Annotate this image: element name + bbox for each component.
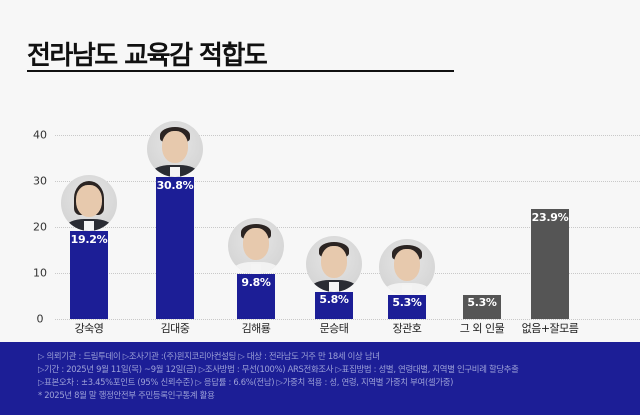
x-axis-category-label: 장관호 [392, 322, 422, 335]
face-shape [162, 131, 188, 164]
y-axis-tick-label: 0 [36, 312, 44, 326]
y-axis-tick-label: 30 [33, 174, 47, 188]
face-shape [321, 246, 347, 279]
gridline [55, 181, 640, 182]
collar-shape [84, 220, 94, 231]
bar-value-label: 5.8% [319, 293, 349, 307]
bar-value-label: 9.8% [241, 275, 271, 289]
bar: 23.9% [531, 209, 569, 319]
face-shape [76, 184, 102, 217]
gridline [55, 227, 640, 228]
gridline [55, 319, 640, 320]
bar-chart: 0 10 20 30 40 19.2% 강숙영 30.8% 김대중 9.8% 김해룡 5.8% 문승태 5… [33, 121, 640, 335]
x-axis-category-label: 없음+잘모름 [521, 322, 579, 335]
bar-value-label: 23.9% [531, 211, 569, 225]
y-axis-tick-label: 10 [33, 266, 47, 280]
candidate-photo [147, 121, 203, 178]
x-axis-category-label: 김대중 [160, 322, 190, 335]
face-shape [243, 227, 269, 260]
footer-line-error-margin: ▷표본오차 : ±3.45%포인트 (95% 신뢰수준) ▷ 응답률 : 6.6… [38, 377, 454, 387]
survey-info-footer: ▷ 의뢰기관 : 드림투데이 ▷조사기관 :(주)윈지코리아컨설팅 ▷ 대상 :… [0, 342, 640, 415]
page-title: 전라남도 교육감 적합도 [27, 41, 268, 71]
footer-line-sponsor: ▷ 의뢰기관 : 드림투데이 ▷조사기관 :(주)윈지코리아컨설팅 ▷ 대상 :… [38, 351, 380, 361]
candidate-photo [228, 217, 284, 274]
bar: 9.8% [237, 273, 275, 319]
y-axis-tick-label: 40 [33, 128, 47, 142]
bar-value-label: 5.3% [467, 295, 497, 309]
footer-line-note: * 2025년 8월 말 행정안전부 주민등록인구통계 활용 [38, 390, 215, 400]
bar-value-label: 30.8% [156, 179, 194, 193]
x-axis-category-label: 강숙영 [74, 322, 104, 335]
bar: 19.2% [70, 230, 108, 319]
bar-value-label: 5.3% [392, 295, 422, 309]
bar: 5.3% [388, 294, 426, 319]
bar: 5.3% [463, 294, 501, 319]
x-axis-category-label: 문승태 [319, 322, 349, 335]
title-underline [27, 70, 454, 72]
collar-shape [402, 284, 412, 295]
bar-value-label: 19.2% [70, 232, 108, 246]
bar: 30.8% [156, 177, 194, 319]
collar-shape [329, 282, 339, 293]
x-axis-category-label: 그 외 인물 [459, 322, 505, 335]
candidate-photo [61, 174, 117, 231]
candidate-photo [306, 236, 362, 293]
y-axis-tick-label: 20 [33, 220, 47, 234]
collar-shape [251, 263, 261, 274]
collar-shape [170, 167, 180, 178]
x-axis-category-label: 김해룡 [241, 322, 271, 335]
bar: 5.8% [315, 292, 353, 319]
gridline [55, 135, 640, 136]
candidate-photo [379, 238, 435, 295]
face-shape [394, 248, 420, 281]
footer-line-period: ▷기간 : 2025년 9월 11일(목) ~9월 12일(금) ▷조사방법 :… [38, 364, 519, 374]
